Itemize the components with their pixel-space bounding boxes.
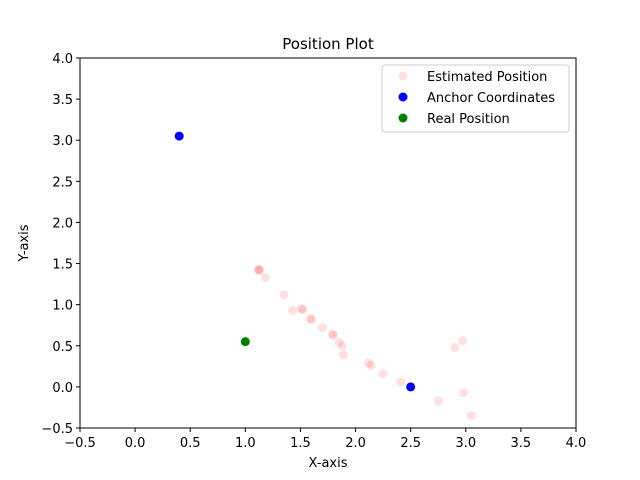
point-estimated-position <box>327 329 337 339</box>
legend-marker-real-position <box>398 113 408 123</box>
point-estimated-position <box>254 265 264 275</box>
legend-box <box>381 64 570 133</box>
y-tick-label: 1.0 <box>52 299 73 314</box>
point-estimated-position <box>288 305 298 315</box>
point-estimated-position <box>466 411 476 421</box>
point-estimated-position <box>378 369 388 379</box>
y-axis: −0.5 0.0 0.5 1.0 1.5 2.0 2.5 3.0 3.5 4.0 <box>41 52 80 437</box>
y-tick-label: 0.0 <box>52 381 73 396</box>
x-tick-label: −0.5 <box>64 436 96 451</box>
point-estimated-position <box>450 342 460 352</box>
y-tick-label: 0.5 <box>52 340 73 355</box>
x-tick-label: 3.5 <box>511 436 532 451</box>
point-real-position <box>240 337 250 347</box>
x-tick-label: 2.5 <box>400 436 421 451</box>
y-axis-label: Y-axis <box>17 224 32 262</box>
point-anchor-coordinates <box>406 382 416 392</box>
x-axis: −0.5 0.0 0.5 1.0 1.5 2.0 2.5 3.0 3.5 4.0 <box>64 428 586 451</box>
point-estimated-position <box>254 264 264 274</box>
point-estimated-position <box>457 336 467 346</box>
point-estimated-position <box>396 377 406 387</box>
point-estimated-position <box>338 350 348 360</box>
legend-label-estimated-position: Estimated Position <box>427 70 547 85</box>
point-estimated-position <box>255 265 265 275</box>
x-tick-label: 3.0 <box>455 436 476 451</box>
point-estimated-position <box>305 314 315 324</box>
y-tick-label: 3.5 <box>52 93 73 108</box>
legend-marker-anchor-coordinates <box>398 92 408 102</box>
x-tick-label: 0.5 <box>180 436 201 451</box>
y-tick-label: 2.0 <box>52 216 73 231</box>
x-tick-label: 2.0 <box>345 436 366 451</box>
legend-label-real-position: Real Position <box>427 112 510 127</box>
point-estimated-position <box>459 388 469 398</box>
points-layer <box>174 131 476 421</box>
point-anchor-coordinates <box>174 131 184 141</box>
point-estimated-position <box>298 305 308 315</box>
point-estimated-position <box>364 358 374 368</box>
x-tick-label: 4.0 <box>566 436 587 451</box>
point-estimated-position <box>329 330 339 340</box>
legend: Estimated Position Anchor Coordinates Re… <box>381 64 570 133</box>
y-tick-label: 4.0 <box>52 52 73 67</box>
plot-area-frame <box>79 57 577 429</box>
chart-title: Position Plot <box>282 35 374 53</box>
point-estimated-position <box>297 304 307 314</box>
point-estimated-position <box>306 314 316 324</box>
x-axis-label: X-axis <box>309 456 348 471</box>
point-estimated-position <box>366 361 376 371</box>
y-tick-label: 1.5 <box>52 258 73 273</box>
x-tick-label: 0.0 <box>125 436 146 451</box>
x-tick-label: 1.5 <box>290 436 311 451</box>
legend-marker-estimated-position <box>398 71 408 81</box>
legend-label-anchor-coordinates: Anchor Coordinates <box>427 91 555 106</box>
y-tick-label: 3.0 <box>52 134 73 149</box>
point-estimated-position <box>334 337 344 347</box>
point-estimated-position <box>433 396 443 406</box>
point-estimated-position <box>279 290 289 300</box>
x-tick-label: 1.0 <box>235 436 256 451</box>
point-estimated-position <box>317 323 327 333</box>
point-estimated-position <box>337 341 347 351</box>
y-tick-label: −0.5 <box>41 422 73 437</box>
point-estimated-position <box>260 273 270 283</box>
y-tick-label: 2.5 <box>52 175 73 190</box>
